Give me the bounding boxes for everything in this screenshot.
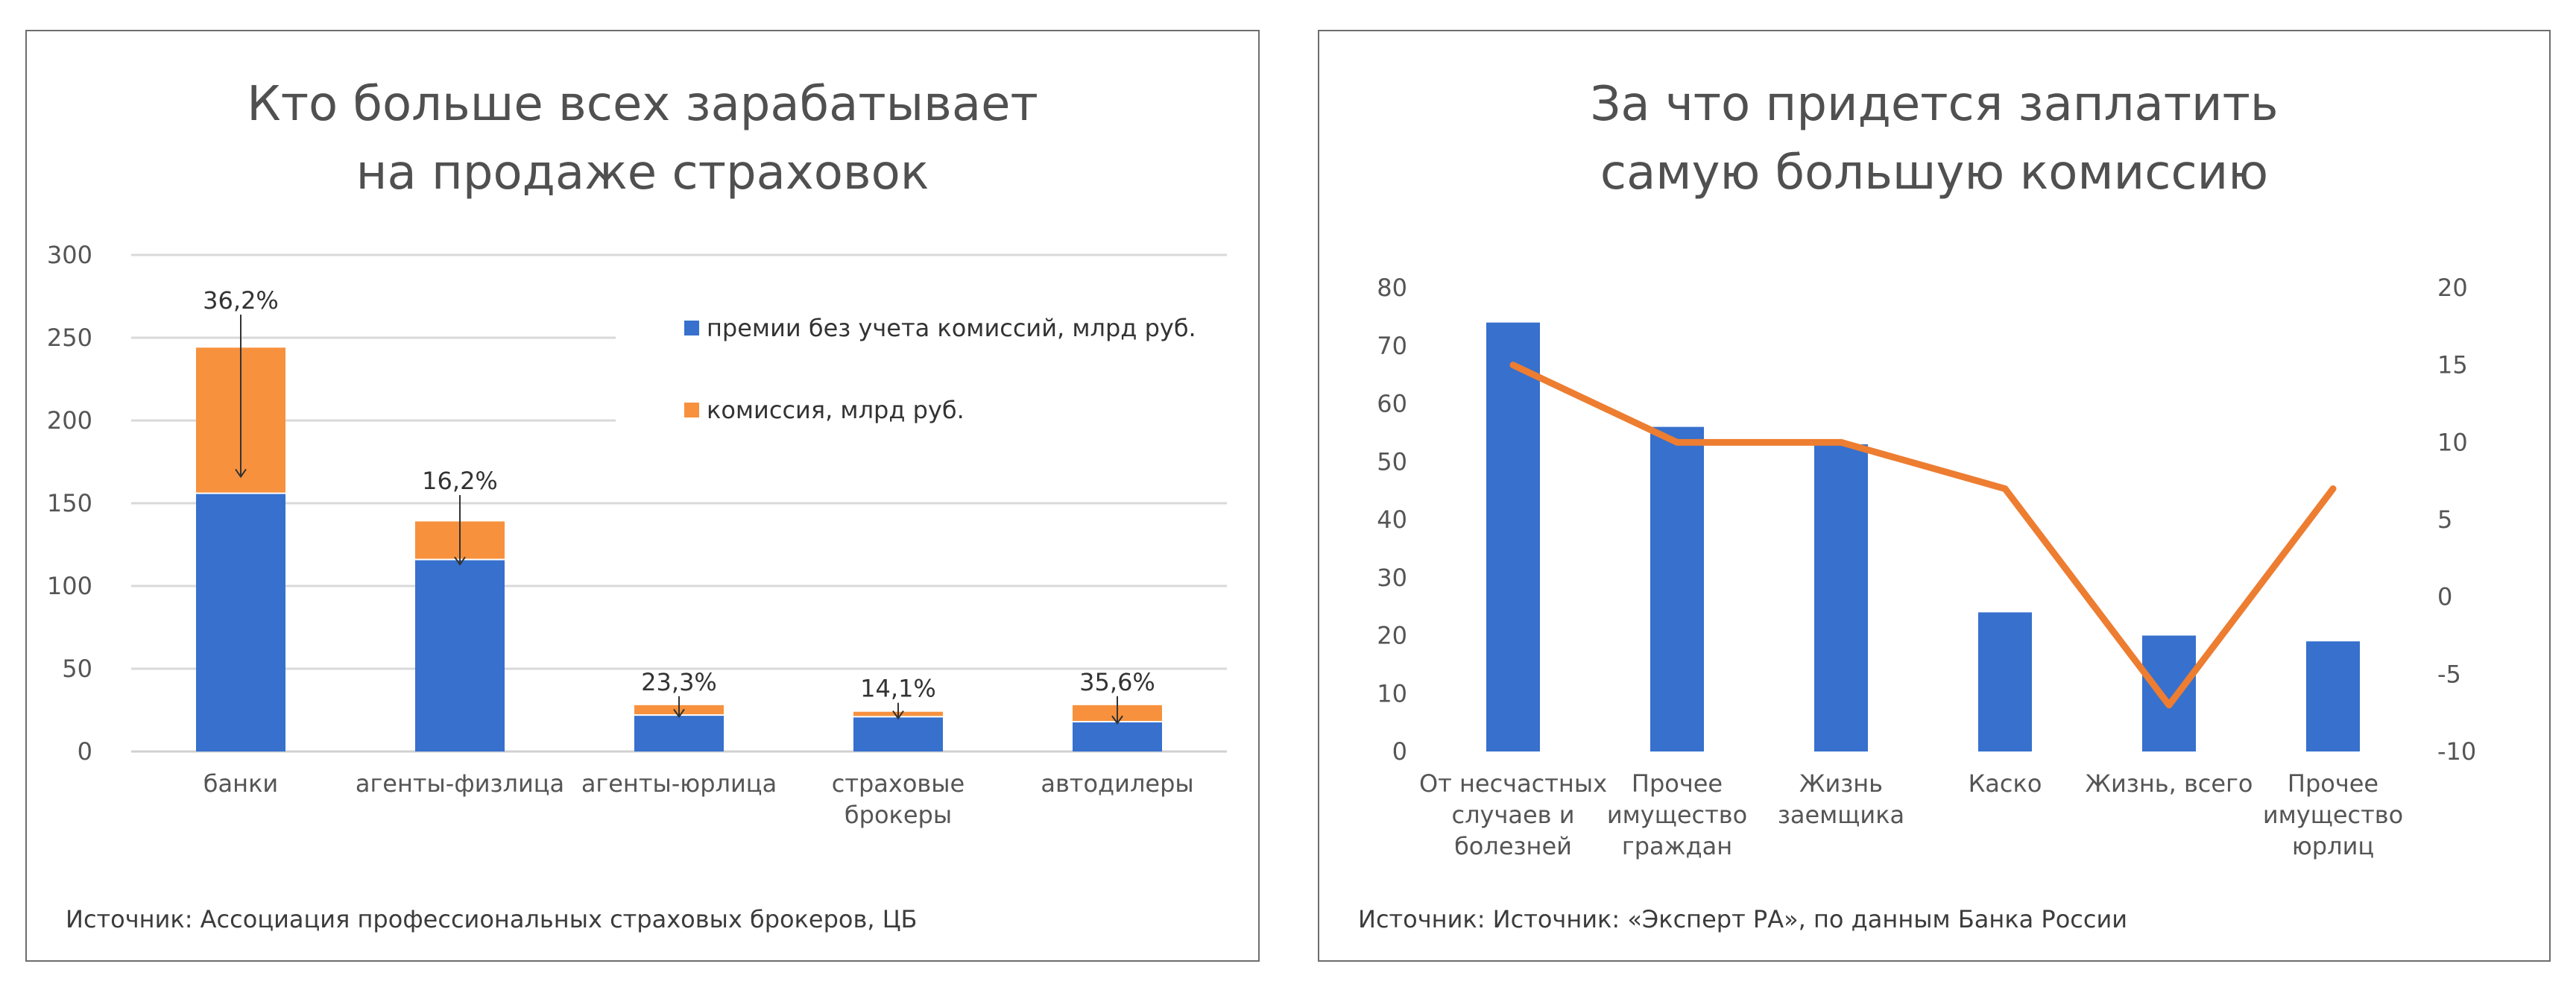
line-series bbox=[1509, 362, 2337, 709]
y-tick-label: 40 bbox=[1377, 505, 1407, 534]
annotation-arrowhead bbox=[235, 468, 247, 479]
y-tick-label: 50 bbox=[1377, 447, 1407, 476]
annotation-arrowhead bbox=[1111, 715, 1123, 725]
legend-label-premiums: премии без учета комиссий, млрд руб. bbox=[707, 314, 1196, 342]
legend-item-premiums: премии без учета комиссий, млрд руб. bbox=[684, 313, 1196, 343]
x-tick-label: агенты-юрлица bbox=[581, 769, 777, 798]
y-tick-label: 10 bbox=[1377, 679, 1407, 708]
x-tick-label: брокеры bbox=[845, 801, 952, 829]
x-tick-label: Прочее bbox=[2288, 769, 2378, 798]
annotation-arrowhead bbox=[892, 710, 904, 720]
bar bbox=[2306, 641, 2360, 751]
line-point bbox=[1676, 441, 1678, 444]
y2-tick-label: 15 bbox=[2437, 351, 2468, 379]
y2-tick-label: 20 bbox=[2437, 274, 2468, 302]
annotation-arrowhead bbox=[454, 556, 466, 566]
x-tick-label: заемщика bbox=[1778, 801, 1904, 829]
bar-segment bbox=[415, 559, 505, 751]
x-tick-label: банки bbox=[203, 769, 278, 798]
x-tick-label: болезней bbox=[1454, 832, 1572, 860]
y-tick-label: 0 bbox=[78, 737, 92, 766]
x-tick-label: Каско bbox=[1969, 769, 2042, 798]
y2-tick-label: 5 bbox=[2437, 505, 2452, 534]
bar-segment bbox=[634, 715, 724, 751]
data-label: 23,3% bbox=[641, 668, 717, 696]
y2-tick-label: -5 bbox=[2437, 660, 2461, 688]
legend-label-commission: комиссия, млрд руб. bbox=[707, 396, 965, 424]
x-tick-label: граждан bbox=[1622, 832, 1732, 860]
bar bbox=[1486, 322, 1540, 751]
legend-item-commission: комиссия, млрд руб. bbox=[684, 395, 1196, 425]
right-title-line-1: За что придется заплатить bbox=[1590, 77, 2279, 132]
x-tick-label: агенты-физлица bbox=[356, 769, 564, 798]
bar bbox=[1650, 426, 1704, 751]
legend-swatch-premiums bbox=[684, 321, 699, 335]
bar bbox=[1978, 612, 2032, 751]
bar-segment bbox=[196, 493, 285, 751]
x-tick-label: страховые bbox=[832, 769, 965, 798]
data-label: 35,6% bbox=[1079, 668, 1155, 696]
y-tick-label: 70 bbox=[1377, 332, 1407, 360]
x-tick-label: Жизнь bbox=[1799, 769, 1883, 798]
left-title-line-2: на продаже страховок bbox=[356, 145, 929, 201]
left-source: Источник: Ассоциация профессиональных ст… bbox=[66, 905, 918, 933]
left-chart-svg: 0 50 100 150 200 250 300 36,2% банки 16,2% агенты-… bbox=[47, 241, 1227, 829]
y-tick-label: 80 bbox=[1377, 274, 1407, 302]
chart-panel-left: 0 50 100 150 200 250 300 36,2% банки 16,2% агенты-… bbox=[25, 30, 1260, 962]
legend-swatch-commission bbox=[684, 403, 699, 417]
bar bbox=[2142, 635, 2196, 751]
right-source: Источник: Источник: «Эксперт РА», по дан… bbox=[1358, 905, 2128, 933]
right-title-line-2: самую большую комиссию bbox=[1600, 145, 2269, 201]
chart-panel-right: 0 10 20 30 40 50 60 70 80 -10 -5 0 5 10 15 20 От несчаст… bbox=[1318, 30, 2551, 962]
y2-tick-label: 10 bbox=[2437, 428, 2468, 456]
x-tick-label: имущество bbox=[2263, 801, 2403, 829]
x-tick-label: Жизнь, всего bbox=[2086, 769, 2253, 798]
y-tick-label: 150 bbox=[47, 489, 92, 517]
right-chart-title: За что придется заплатить самую большую … bbox=[1319, 70, 2549, 207]
left-legend: премии без учета комиссий, млрд руб. ком… bbox=[684, 313, 1196, 477]
y-tick-label: 300 bbox=[47, 241, 92, 269]
x-tick-label: случаев и bbox=[1451, 801, 1574, 829]
data-label: 36,2% bbox=[203, 286, 279, 315]
y-tick-label: 100 bbox=[47, 572, 92, 600]
data-label: 14,1% bbox=[860, 675, 936, 703]
legend-background bbox=[616, 300, 1227, 471]
x-tick-label: имущество bbox=[1607, 801, 1747, 829]
line-point bbox=[2168, 704, 2170, 706]
x-tick-label: автодилеры bbox=[1041, 769, 1193, 798]
y-tick-label: 30 bbox=[1377, 564, 1407, 592]
left-chart-title: Кто больше всех зарабатывает на продаже … bbox=[27, 70, 1258, 207]
data-label: 16,2% bbox=[422, 467, 498, 495]
bar-segment bbox=[1073, 722, 1162, 751]
y-tick-label: 60 bbox=[1377, 390, 1407, 418]
y2-tick-label: 0 bbox=[2437, 583, 2452, 611]
left-title-line-1: Кто больше всех зарабатывает bbox=[247, 77, 1038, 132]
y-tick-label: 250 bbox=[47, 324, 92, 352]
x-tick-label: Прочее bbox=[1632, 769, 1723, 798]
annotation-arrowhead bbox=[673, 708, 685, 719]
line-point bbox=[1512, 364, 1514, 366]
y-tick-label: 50 bbox=[62, 655, 92, 683]
line-point bbox=[1840, 441, 1842, 444]
y-tick-label: 0 bbox=[1392, 737, 1407, 766]
y2-tick-label: -10 bbox=[2437, 737, 2476, 766]
bar-segment bbox=[853, 716, 943, 751]
x-tick-label: юрлиц bbox=[2292, 832, 2374, 860]
line-point bbox=[2332, 488, 2334, 490]
y-tick-label: 20 bbox=[1377, 622, 1407, 650]
bar bbox=[1814, 444, 1868, 751]
y-tick-label: 200 bbox=[47, 406, 92, 435]
x-tick-label: От несчастных bbox=[1419, 769, 1607, 798]
right-chart-svg: 0 10 20 30 40 50 60 70 80 -10 -5 0 5 10 15 20 От несчаст… bbox=[1377, 274, 2476, 860]
line-point bbox=[2004, 488, 2006, 490]
